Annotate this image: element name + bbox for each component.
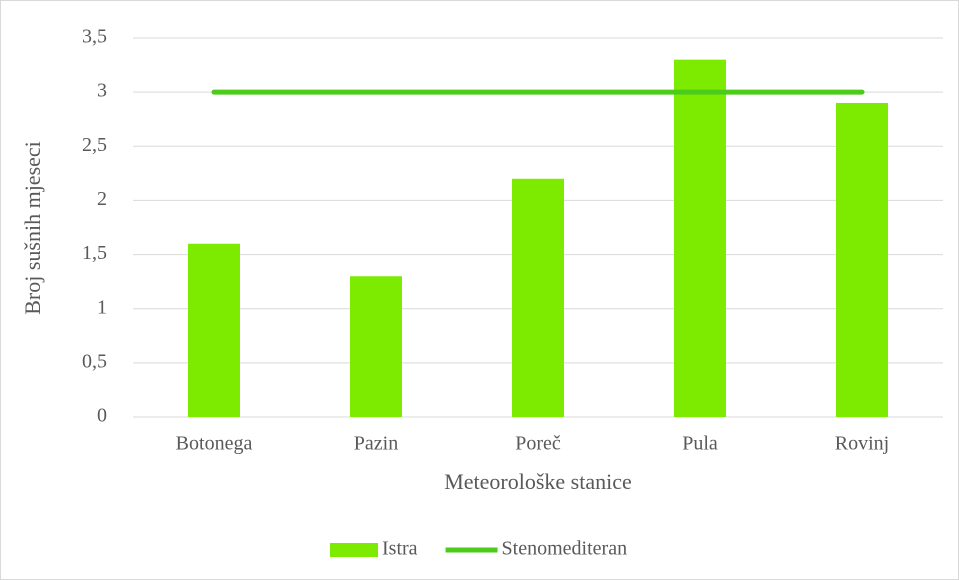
y-tick-label: 3,5 — [82, 26, 107, 48]
x-tick-label: Rovinj — [835, 433, 889, 455]
x-tick-label: Botonega — [176, 433, 253, 455]
x-tick-label: Pazin — [354, 433, 398, 455]
y-axis-title: Broj sušnih mjeseci — [20, 141, 45, 315]
y-tick-label: 2 — [97, 188, 107, 210]
legend-label: Stenomediteran — [502, 538, 628, 560]
y-tick-label: 3 — [97, 80, 107, 102]
y-tick-label: 2,5 — [82, 134, 107, 156]
bar — [188, 243, 240, 417]
y-tick-label: 1 — [97, 296, 107, 318]
x-tick-label: Pula — [682, 433, 718, 455]
legend-swatch — [330, 543, 378, 557]
x-axis-title: Meteorološke stanice — [444, 469, 632, 494]
bar — [512, 178, 564, 417]
y-tick-label: 1,5 — [82, 242, 107, 264]
legend-label: Istra — [382, 538, 418, 560]
x-tick-label: Poreč — [515, 433, 561, 455]
bar — [674, 59, 726, 418]
y-tick-label: 0,5 — [82, 350, 107, 372]
bar — [836, 102, 888, 417]
bar — [350, 276, 402, 417]
y-tick-label: 0 — [97, 405, 107, 427]
